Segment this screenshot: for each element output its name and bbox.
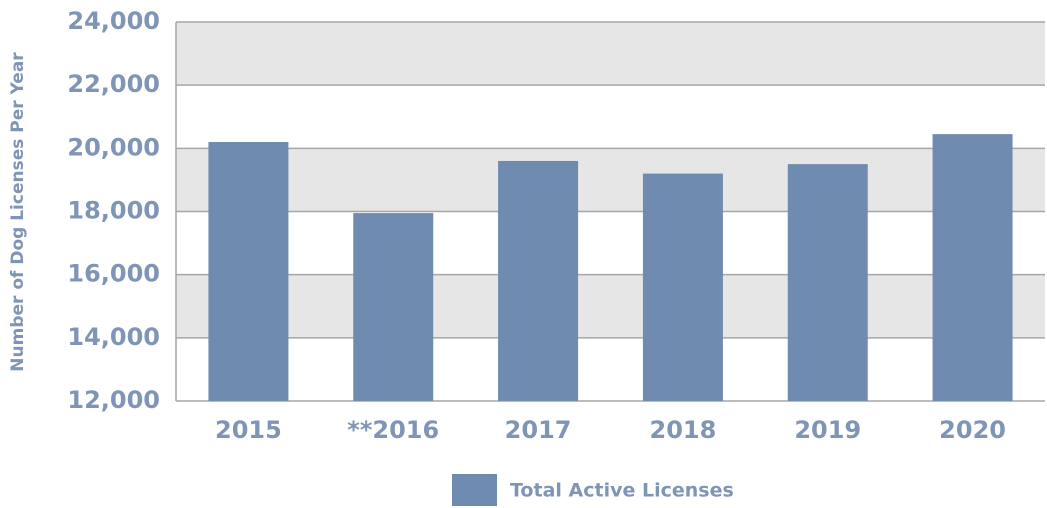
x-tick-label: 2019 — [794, 416, 861, 444]
bar — [353, 213, 434, 401]
y-tick-label: 24,000 — [67, 7, 160, 35]
y-tick-label: 20,000 — [67, 133, 160, 161]
grid-band — [176, 148, 1045, 212]
x-tick-label: 2020 — [939, 416, 1006, 444]
x-tick-label: 2017 — [505, 416, 572, 444]
y-axis-title: Number of Dog Licenses Per Year — [8, 52, 28, 372]
y-tick-label: 18,000 — [67, 197, 160, 225]
x-tick-label: **2016 — [347, 416, 439, 444]
grid-band — [176, 22, 1045, 86]
bar — [787, 164, 868, 401]
x-tick-label: 2018 — [650, 416, 717, 444]
bar — [208, 142, 289, 401]
y-tick-label: 14,000 — [67, 323, 160, 351]
y-tick-label: 12,000 — [67, 386, 160, 414]
legend-label: Total Active Licenses — [510, 480, 734, 502]
x-tick-label: 2015 — [215, 416, 282, 444]
bar — [932, 134, 1013, 401]
y-tick-label: 16,000 — [67, 260, 160, 288]
y-tick-label: 22,000 — [67, 70, 160, 98]
legend-swatch — [452, 474, 497, 506]
bar — [642, 173, 723, 401]
bar — [498, 160, 579, 401]
grid-band — [176, 274, 1045, 338]
